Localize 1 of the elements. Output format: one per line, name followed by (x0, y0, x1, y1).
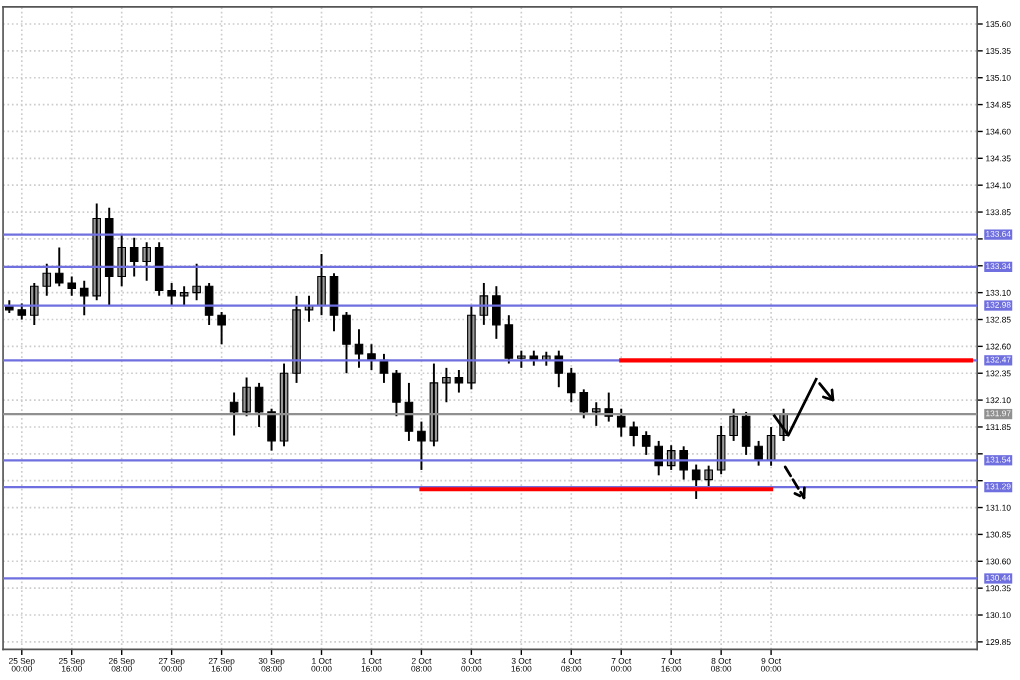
candlestick (342, 311, 351, 375)
